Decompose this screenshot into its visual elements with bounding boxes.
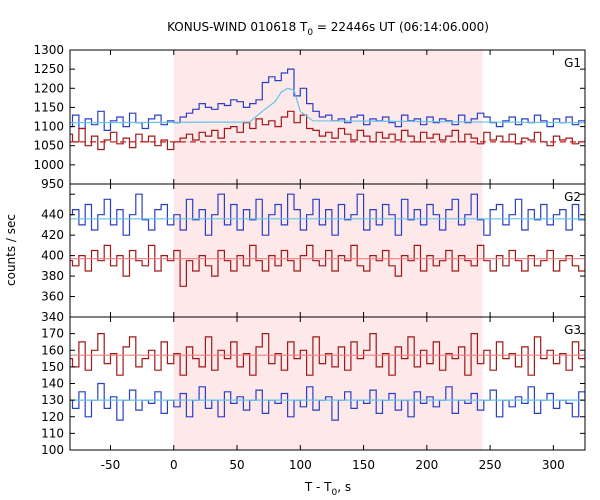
ticks-layer: 9501000105011001150120012501300G13403603… xyxy=(33,43,585,472)
panel-g1-ytick-label: 1300 xyxy=(33,43,64,57)
chart-title-subscript: 0 xyxy=(307,28,313,38)
panel-g1-label: G1 xyxy=(564,56,581,70)
panel-g1-series-blue xyxy=(70,68,585,131)
x-tick-label: -50 xyxy=(101,458,121,472)
data-layer xyxy=(70,68,585,421)
chart-title-rest: = 22446s UT (06:14:06.000) xyxy=(313,20,489,34)
panel-g2-data xyxy=(70,193,585,287)
y-axis-title: counts / sec xyxy=(4,214,18,286)
panel-g1-ytick-label: 1250 xyxy=(33,62,64,76)
panel-g2-ytick-label: 340 xyxy=(41,310,64,324)
panel-g3-ytick-label: 110 xyxy=(41,426,64,440)
chart-title: KONUS-WIND 010618 T0 = 22446s UT (06:14:… xyxy=(167,20,489,38)
panel-g2-label: G2 xyxy=(564,190,581,204)
panel-g2-series-blue xyxy=(70,193,585,236)
panel-g3-ytick-label: 140 xyxy=(41,377,64,391)
panel-g3-ytick-label: 160 xyxy=(41,343,64,357)
x-tick-label: 100 xyxy=(289,458,312,472)
panel-g1-ytick-label: 1100 xyxy=(33,120,64,134)
x-axis-title-subscript: 0 xyxy=(332,488,338,498)
panel-g1-ytick-label: 950 xyxy=(41,177,64,191)
panel-g2-ytick-label: 440 xyxy=(41,208,64,222)
x-tick-label: 250 xyxy=(479,458,502,472)
panel-g2-ytick-label: 420 xyxy=(41,228,64,242)
x-tick-label: 300 xyxy=(542,458,565,472)
panel-g3-ytick-label: 130 xyxy=(41,393,64,407)
panel-g3-label: G3 xyxy=(564,323,581,337)
panel-g1-series-red xyxy=(70,110,585,151)
panel-g1-ytick-label: 1200 xyxy=(33,81,64,95)
panel-g2-ytick-label: 400 xyxy=(41,249,64,263)
panel-g3-data xyxy=(70,333,585,421)
panel-g3-series-red xyxy=(70,333,585,376)
x-tick-label: 0 xyxy=(170,458,178,472)
x-tick-label: 150 xyxy=(352,458,375,472)
x-axis-title-main: T - T xyxy=(304,480,332,494)
panel-g1-data xyxy=(70,68,585,151)
panel-g3-ytick-label: 150 xyxy=(41,360,64,374)
panel-g1-ytick-label: 1050 xyxy=(33,139,64,153)
panel-g1-fit-blue_fit xyxy=(70,87,585,124)
panel-g2-ytick-label: 380 xyxy=(41,269,64,283)
x-axis-title-rest: , s xyxy=(337,480,351,494)
panel-g2-series-red xyxy=(70,244,585,287)
panel-g2-ytick-label: 360 xyxy=(41,290,64,304)
x-tick-label: 50 xyxy=(229,458,244,472)
x-axis-title: T - T0, s xyxy=(304,480,351,498)
panel-g1-ytick-label: 1150 xyxy=(33,100,64,114)
chart-title-main: KONUS-WIND 010618 T xyxy=(167,20,308,34)
panel-g3-ytick-label: 170 xyxy=(41,327,64,341)
panel-g1-ytick-label: 1000 xyxy=(33,158,64,172)
panel-g3-ytick-label: 100 xyxy=(41,443,64,457)
panel-g3-ytick-label: 120 xyxy=(41,410,64,424)
x-tick-label: 200 xyxy=(415,458,438,472)
